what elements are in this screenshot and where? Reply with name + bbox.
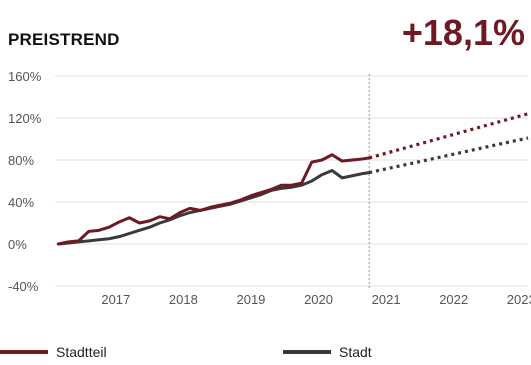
x-tick-label: 2019 <box>236 292 265 307</box>
x-axis-ticks: 2017 2018 2019 2020 2021 2022 2023 <box>101 292 531 307</box>
series-line-stadtteil <box>56 153 371 246</box>
series-layer <box>56 112 529 246</box>
grid-layer <box>55 75 528 287</box>
x-tick-label: 2021 <box>372 292 401 307</box>
x-tick-label: 2020 <box>304 292 333 307</box>
y-tick-label: 80% <box>8 153 34 168</box>
chart-title: PREISTREND <box>8 30 120 49</box>
y-tick-label: 160% <box>8 69 42 84</box>
y-axis-ticks: 160% 120% 80% 40% 0% -40% <box>8 69 42 294</box>
legend-item-stadtteil: Stadtteil <box>0 344 107 360</box>
x-tick-label: 2018 <box>169 292 198 307</box>
legend-swatch-stadtteil <box>0 350 48 354</box>
forecast-line-stadtteil <box>368 112 529 160</box>
y-tick-label: 40% <box>8 195 34 210</box>
legend-swatch-stadt <box>283 350 331 354</box>
legend-label-stadtteil: Stadtteil <box>56 344 107 360</box>
forecast-line-stadt <box>368 136 529 175</box>
legend-label-stadt: Stadt <box>339 344 372 360</box>
y-tick-label: 0% <box>8 237 27 252</box>
headline-change-value: +18,1% <box>401 12 525 53</box>
y-tick-label: -40% <box>8 279 39 294</box>
legend-item-stadt: Stadt <box>283 344 372 360</box>
x-tick-label: 2023 <box>507 292 531 307</box>
y-tick-label: 120% <box>8 111 42 126</box>
x-tick-label: 2017 <box>101 292 130 307</box>
x-tick-label: 2022 <box>439 292 468 307</box>
